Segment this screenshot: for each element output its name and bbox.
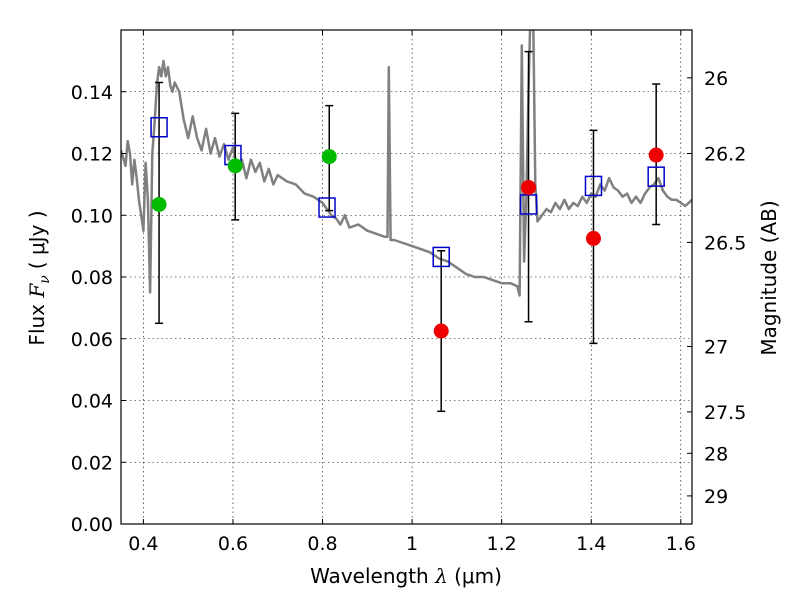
data-point: [585, 230, 601, 246]
model-square-marker: [584, 175, 603, 197]
y-tick-label: 0.02: [71, 452, 113, 474]
y-tick-label: 0.00: [71, 514, 113, 536]
y-tick-label: 0.04: [71, 391, 113, 413]
plot-area: [121, 30, 692, 413]
x-tick-label: 1.6: [666, 533, 696, 555]
y2-tick-label: 27.5: [704, 402, 746, 424]
x-tick-label: 0.6: [218, 533, 248, 555]
model-square-marker: [150, 117, 168, 138]
data-point: [521, 179, 537, 195]
model-square-marker: [432, 246, 450, 268]
grid: [121, 30, 692, 525]
data-point: [648, 147, 664, 163]
x-tick-label: 1.4: [576, 533, 606, 555]
data-point: [151, 196, 167, 212]
x-tick-label: 0.4: [128, 533, 158, 555]
x-axis-label: Wavelength λ (μm): [310, 564, 502, 588]
y2-tick-label: 27: [704, 336, 728, 358]
y2-tick-label: 29: [704, 486, 728, 508]
ticks: 0.4 0.6 0.8 1 1.2 1.4 1.6 0.00 0.02 0.04 0.06 0.08 0…: [71, 30, 746, 555]
y-tick-label: 0.10: [71, 205, 113, 227]
spectrum-line: [121, 30, 692, 297]
y2-tick-label: 26: [704, 68, 728, 90]
y-tick-label: 0.14: [71, 82, 113, 104]
x-tick-label: 1.2: [487, 533, 517, 555]
x-tick-label: 1: [406, 533, 418, 555]
y-tick-label: 0.08: [71, 267, 113, 289]
model-square-marker: [647, 166, 665, 187]
y-tick-label: 0.06: [71, 329, 113, 351]
y2-tick-label: 26.5: [704, 232, 746, 254]
model-square-marker: [318, 197, 336, 218]
y-axis-label: Flux Fν( μJy ): [25, 210, 53, 345]
y-tick-label: 0.12: [71, 144, 113, 166]
data-point: [321, 149, 337, 165]
data-point: [433, 323, 449, 339]
y2-tick-label: 28: [704, 443, 728, 465]
data-point: [227, 158, 243, 174]
y2-tick-label: 26.2: [704, 144, 746, 166]
y2-axis-label: Magnitude (AB): [757, 200, 781, 355]
x-tick-label: 0.8: [307, 533, 337, 555]
